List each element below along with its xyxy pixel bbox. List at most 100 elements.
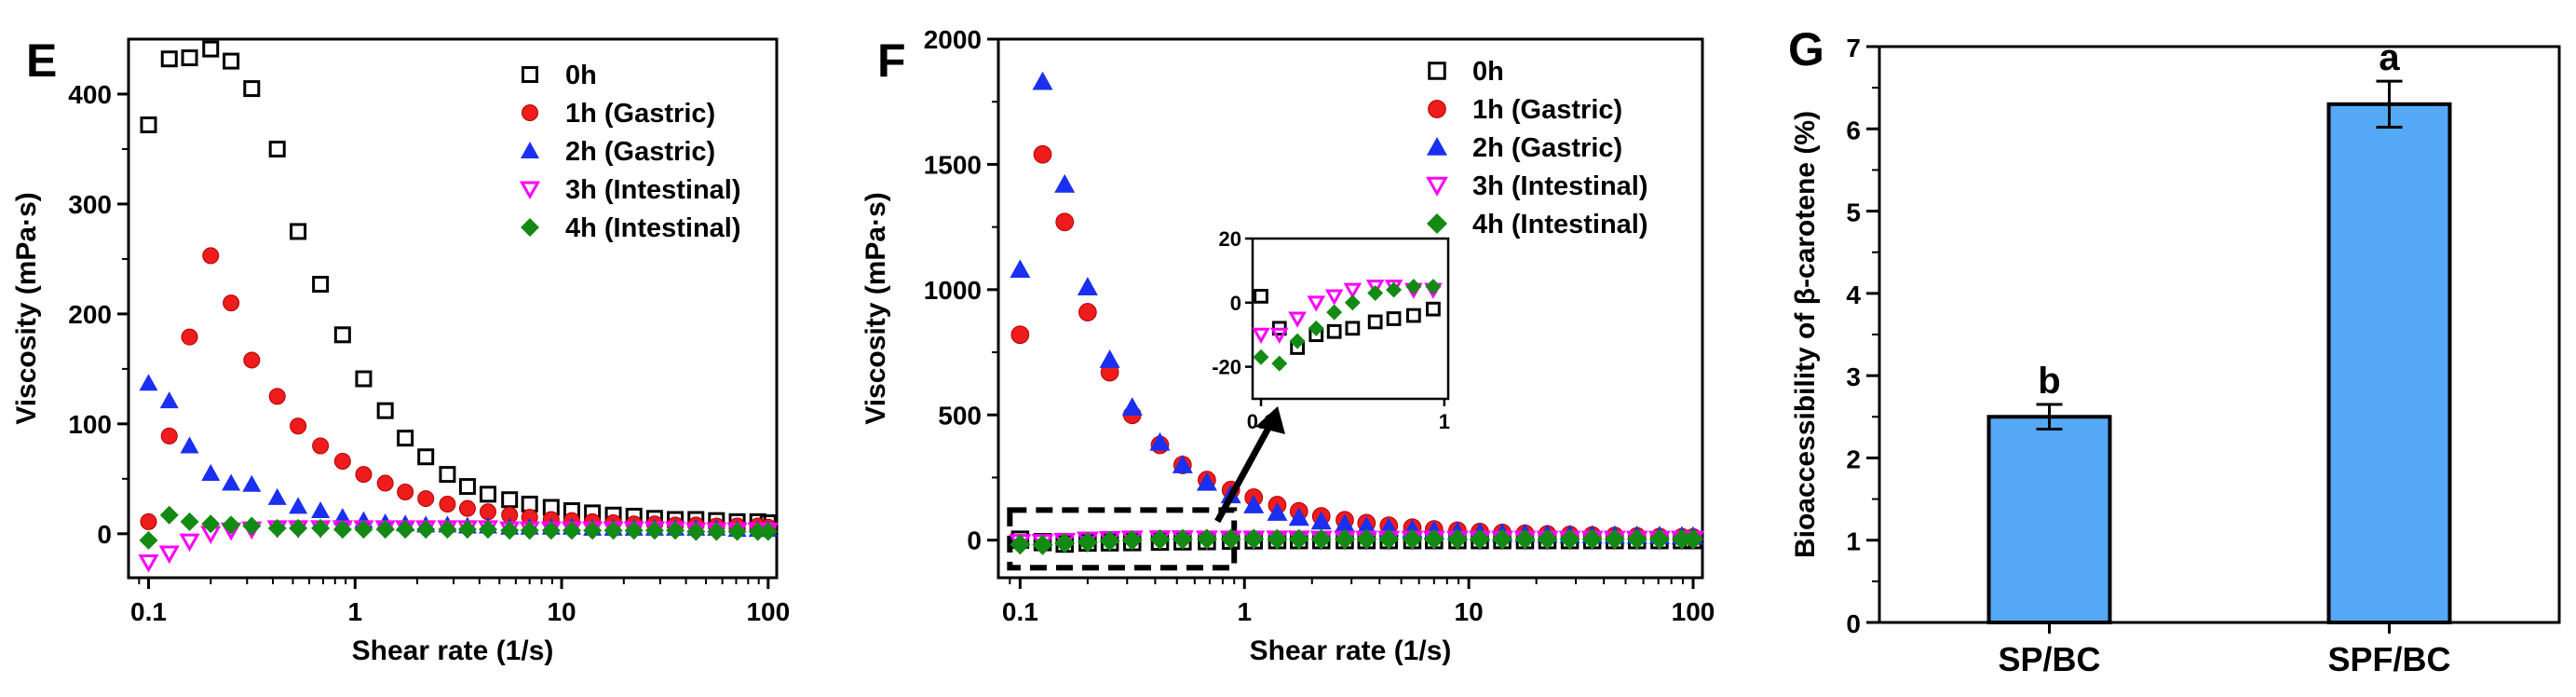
x-tick-label: 10 xyxy=(1455,597,1484,626)
inset-data-point xyxy=(1345,321,1361,336)
y-tick-label: 2 xyxy=(1846,444,1861,473)
data-point xyxy=(727,522,747,541)
x-tick-label: 1 xyxy=(347,597,362,626)
data-point xyxy=(159,505,179,525)
data-point xyxy=(1514,528,1536,550)
data-point xyxy=(1121,529,1143,551)
inset-data-point xyxy=(1289,333,1306,349)
y-tick-label: 3 xyxy=(1846,362,1861,391)
data-point xyxy=(1423,528,1444,550)
data-point xyxy=(1378,528,1400,550)
data-point xyxy=(417,490,435,508)
inset-data-point xyxy=(1425,279,1442,295)
y-tick-label: 300 xyxy=(68,190,112,219)
y-tick-label: 1 xyxy=(1846,527,1861,556)
series-4h xyxy=(139,505,778,550)
data-point xyxy=(223,52,240,70)
x-tick-label: 1 xyxy=(1237,597,1252,626)
data-point xyxy=(268,388,286,405)
inset-data-point xyxy=(1324,289,1344,306)
legend-marker xyxy=(1428,62,1446,80)
data-point xyxy=(1446,528,1468,550)
data-point xyxy=(1288,507,1309,526)
panel-letter: F xyxy=(877,34,906,87)
data-point xyxy=(181,328,198,346)
data-point xyxy=(1032,534,1053,555)
data-point xyxy=(140,116,157,134)
data-point xyxy=(139,530,158,550)
inset-y-label: -20 xyxy=(1212,356,1241,379)
inset-x-label: 1 xyxy=(1439,410,1450,433)
data-point xyxy=(160,427,178,444)
data-point xyxy=(1220,528,1241,550)
data-point xyxy=(457,520,477,540)
y-tick-label: 7 xyxy=(1846,34,1861,62)
data-point xyxy=(1172,455,1193,473)
y-tick-label: 6 xyxy=(1846,116,1861,144)
data-point xyxy=(1267,528,1288,550)
legend-marker xyxy=(522,104,538,121)
y-tick-label: 200 xyxy=(68,300,112,329)
data-point xyxy=(311,501,331,519)
data-point xyxy=(202,247,220,265)
inset-data-point xyxy=(1365,280,1385,296)
inset-data-point xyxy=(1326,304,1343,321)
data-point xyxy=(458,478,476,496)
x-tick-label: 10 xyxy=(547,597,576,626)
data-point xyxy=(376,474,394,492)
data-point xyxy=(479,485,496,503)
data-point xyxy=(1334,513,1355,533)
data-point xyxy=(1559,528,1580,550)
panel-letter: E xyxy=(26,34,57,87)
inset-data-point xyxy=(1269,327,1289,345)
legend-label: 4h (Intestinal) xyxy=(565,213,741,243)
data-point xyxy=(416,520,436,540)
data-point xyxy=(1648,528,1670,550)
inset-data-point xyxy=(1344,294,1361,311)
plot-frame xyxy=(127,37,779,580)
data-point xyxy=(1267,502,1288,521)
data-point xyxy=(1010,325,1030,345)
data-point xyxy=(268,140,286,157)
data-point xyxy=(686,522,706,541)
data-point xyxy=(354,520,373,540)
legend-marker xyxy=(521,142,539,158)
data-point xyxy=(1010,259,1031,279)
x-tick-label: 100 xyxy=(1672,597,1715,626)
inset-data-point xyxy=(1386,281,1403,298)
inset-data-point xyxy=(1426,301,1441,317)
data-point xyxy=(1010,534,1031,555)
data-point xyxy=(242,516,262,536)
data-point xyxy=(158,545,180,565)
data-point xyxy=(375,520,395,540)
data-point xyxy=(439,466,456,484)
data-point xyxy=(1402,528,1423,550)
data-point xyxy=(354,511,373,528)
data-point xyxy=(758,522,778,541)
data-point xyxy=(397,483,414,500)
data-point xyxy=(1033,144,1052,164)
zoom-arrow-shaft xyxy=(1214,419,1276,524)
data-point xyxy=(139,374,158,391)
legend-marker xyxy=(1427,137,1447,156)
series-4h xyxy=(1010,528,1704,555)
data-point xyxy=(332,520,352,540)
data-point xyxy=(458,499,476,517)
inset-data-point xyxy=(1253,348,1269,365)
data-point xyxy=(140,512,157,530)
data-point xyxy=(1537,528,1558,550)
data-point xyxy=(1054,173,1076,193)
y-tick-label: 100 xyxy=(68,410,112,439)
data-point xyxy=(138,554,159,573)
legend: 0h 1h (Gastric) 2h (Gastric) 3h (Intestinal… xyxy=(519,61,741,243)
data-point xyxy=(1054,532,1076,554)
data-point xyxy=(180,512,199,531)
inset-data-point xyxy=(1386,311,1402,326)
legend-marker xyxy=(522,66,538,83)
inset-data-point xyxy=(1326,323,1342,339)
data-point xyxy=(1581,528,1603,550)
data-point xyxy=(624,521,644,540)
plot-frame xyxy=(997,37,1704,580)
